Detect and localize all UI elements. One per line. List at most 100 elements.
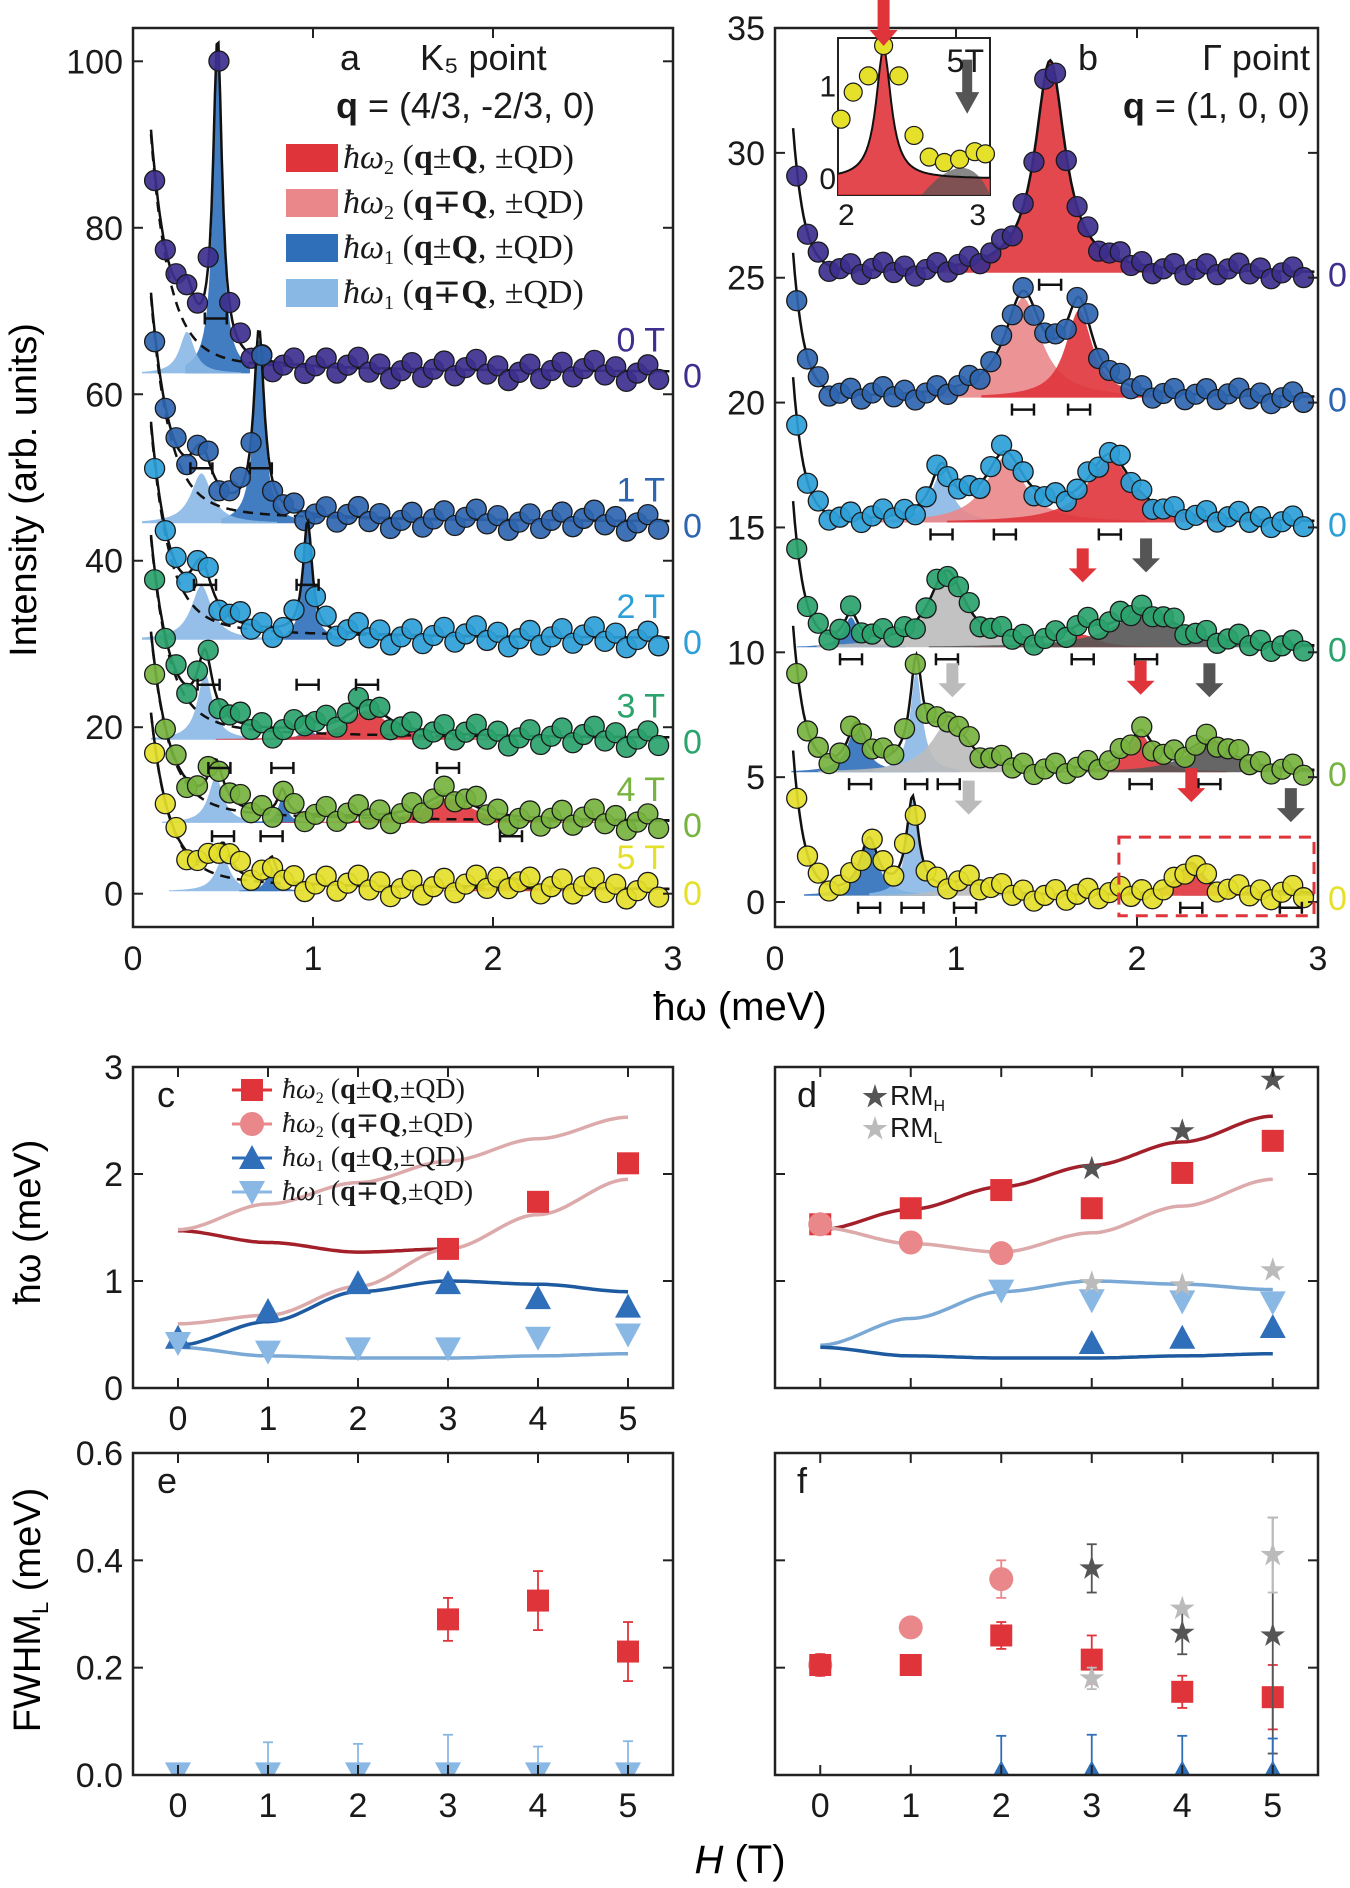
trace-1-field-label: 1 T	[616, 471, 665, 509]
legend-c-marker-1	[240, 1112, 264, 1136]
panel-e-xtick-label: 1	[259, 1787, 278, 1825]
trace-1-point	[1012, 277, 1034, 299]
trace-4-point	[1131, 716, 1153, 738]
legend-part: (	[394, 274, 414, 311]
trace-2-point	[637, 620, 659, 642]
panel-e-ytick-label: 0.4	[76, 1542, 123, 1580]
trace-4-point	[829, 742, 851, 764]
panel-e-plot	[165, 1570, 641, 1775]
panel-c-xtick-label: 4	[529, 1400, 548, 1438]
trace-4-point	[583, 798, 605, 820]
panel-c-ytick-label: 0	[104, 1370, 123, 1408]
trace-2-point	[272, 616, 294, 639]
panel-a-title: K₅ point	[420, 37, 547, 78]
trace-1-point	[176, 453, 198, 476]
panel-e-ytick-label: 0.6	[76, 1435, 123, 1473]
trace-4-point	[958, 725, 980, 748]
panel-c-curve-4	[177, 1345, 628, 1360]
legend-part: Q	[379, 1176, 401, 1207]
fwhm-subscript: L	[28, 1602, 53, 1614]
panel-f-frame	[773, 1451, 1320, 1777]
inset-xtick-3: 3	[969, 199, 986, 232]
trace-5-point	[283, 865, 305, 887]
trace-5-point	[347, 864, 369, 886]
panel-c-marker-w1_pm	[525, 1285, 551, 1310]
trace-0-point	[315, 347, 337, 369]
trace-3-point	[915, 597, 937, 619]
trace-4-point	[519, 800, 541, 822]
panel-a-plot	[142, 40, 670, 910]
trace-0-point	[796, 223, 819, 245]
panel-a-ytick-label: 0	[104, 876, 123, 914]
legend-part: ,±QD)	[401, 1176, 473, 1207]
trace-3-point	[807, 612, 829, 634]
panel-a-ytick-label: 60	[85, 376, 123, 414]
legend-part: q	[414, 139, 433, 176]
trace-2-peak-2	[947, 457, 1273, 523]
trace-2-field-label: 2 T	[616, 588, 665, 626]
legend-a-entry-3: ħω1 (q∓Q, ±QD)	[343, 274, 584, 314]
trace-5-point	[883, 865, 905, 887]
trace-4-peak-2	[818, 722, 1080, 773]
legend-part: 2	[384, 202, 394, 224]
legend-part: ħω	[343, 274, 384, 311]
trace-1-point	[315, 496, 337, 518]
inset-ytick-1: 1	[819, 71, 836, 104]
trace-3-point	[904, 618, 926, 640]
legend-part: ,±QD)	[393, 1142, 465, 1173]
panel-f-xtick-label: 5	[1263, 1787, 1282, 1825]
trace-4-point	[143, 663, 166, 685]
trace-0-point	[1044, 62, 1067, 84]
trace-1-point	[433, 500, 455, 522]
inset-gray-peak	[921, 167, 990, 195]
trace-1-point	[229, 466, 252, 488]
trace-3-point	[839, 595, 862, 617]
trace-1-zero-label: 0	[1328, 382, 1347, 420]
panel-c-marker-w1_mp	[525, 1326, 551, 1351]
trace-5-point	[605, 873, 627, 895]
trace-4-field-label: 4 T	[616, 771, 665, 809]
legend-part: Q	[371, 1074, 393, 1105]
legend-c-entry-1: ħω2 (q∓Q,±QD)	[282, 1108, 473, 1141]
trace-1-point	[1077, 303, 1099, 325]
legend-part: Q	[461, 274, 487, 311]
legend-a-entry-2: ħω1 (q±Q, ±QD)	[343, 229, 574, 269]
panel-d-marker-w1_mp	[1078, 1289, 1105, 1314]
trace-3-point	[519, 719, 541, 741]
trace-2-point	[807, 490, 829, 512]
trace-0-peak-0	[185, 57, 250, 374]
trace-2-point	[283, 599, 305, 621]
panel-b-ytick-label: 25	[727, 260, 765, 298]
trace-2-point	[904, 504, 926, 526]
panel-a-xtick-label: 0	[124, 940, 143, 978]
trace-3-point	[165, 654, 187, 676]
trace-0-point	[1012, 192, 1034, 215]
trace-2-zero-label: 0	[1328, 506, 1347, 544]
trace-2-point	[1066, 478, 1088, 500]
trace-1-point	[251, 344, 273, 366]
trace-5-peak-2	[834, 883, 1096, 896]
trace-3-point	[176, 682, 198, 704]
trace-4-point	[229, 783, 252, 806]
trace-1-point	[583, 499, 605, 521]
panel-d-marker-w2_mp	[898, 1230, 923, 1255]
panel-d-marker-w1_mp	[1169, 1290, 1196, 1315]
legend-part: ±	[433, 139, 452, 176]
legend-part: ħω	[343, 184, 384, 221]
trace-5-point	[433, 867, 455, 889]
legend-part: ħω	[343, 229, 384, 266]
legend-part: q	[414, 229, 433, 266]
trace-1-point	[1001, 304, 1024, 326]
trace-5-point	[958, 864, 980, 886]
trace-1-point	[165, 427, 187, 449]
legend-d-entry-0: RMH	[890, 1080, 945, 1115]
trace-3-point	[637, 720, 659, 742]
panel-d-marker-RM_L	[1260, 1257, 1286, 1281]
trace-0-point	[1023, 151, 1045, 173]
panel-f-marker-w2_pm	[809, 1653, 832, 1676]
panel-c-xtick-label: 1	[259, 1400, 278, 1438]
panel-f-marker-w2_mp	[898, 1615, 923, 1640]
panel-a-letter: a	[340, 37, 361, 78]
trace-1-point	[1066, 286, 1088, 309]
